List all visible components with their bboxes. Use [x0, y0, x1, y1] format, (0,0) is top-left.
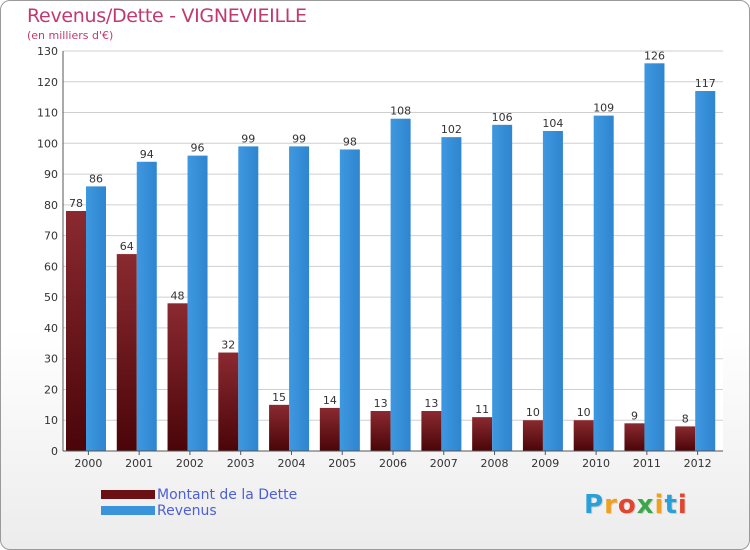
x-tick-label: 2002: [176, 457, 204, 470]
logo-letter: x: [636, 490, 655, 520]
data-label-debt: 9: [631, 409, 638, 422]
data-label-debt: 11: [475, 403, 489, 416]
bar-revenue: [542, 131, 563, 451]
x-tick-label: 2011: [633, 457, 661, 470]
bar-debt: [116, 254, 137, 451]
x-tick-label: 2010: [582, 457, 610, 470]
logo-letter: i: [677, 490, 688, 520]
y-tick-label: 110: [37, 107, 58, 120]
logo-letter: i: [654, 490, 665, 520]
data-label-revenue: 86: [89, 172, 103, 185]
data-label-debt: 10: [526, 406, 540, 419]
y-tick-label: 120: [37, 76, 58, 89]
data-label-debt: 64: [120, 240, 134, 253]
bar-debt: [421, 411, 442, 451]
data-label-revenue: 117: [695, 77, 716, 90]
bar-revenue: [86, 186, 106, 451]
y-tick-label: 20: [44, 383, 58, 396]
legend-label-revenue: Revenus: [157, 503, 217, 519]
chart-subtitle: (en milliers d'€): [27, 29, 114, 42]
bar-debt: [624, 423, 645, 451]
proxiti-logo: Proxiti: [584, 490, 688, 520]
bar-revenue: [644, 63, 665, 452]
y-tick-label: 10: [44, 414, 58, 427]
data-label-debt: 15: [272, 391, 286, 404]
x-tick-label: 2009: [531, 457, 559, 470]
y-tick-label: 50: [44, 291, 58, 304]
logo-letter: t: [664, 490, 678, 520]
y-tick-label: 60: [44, 260, 58, 273]
x-tick-label: 2003: [227, 457, 255, 470]
data-label-debt: 13: [374, 397, 388, 410]
data-label-debt: 14: [323, 394, 337, 407]
data-label-debt: 10: [577, 406, 591, 419]
bar-debt: [167, 303, 188, 451]
data-label-debt: 78: [69, 197, 83, 210]
x-tick-label: 2008: [481, 457, 509, 470]
bar-revenue: [593, 115, 614, 451]
data-label-revenue: 96: [191, 142, 205, 155]
legend-swatch-debt: [101, 490, 155, 499]
bar-debt: [472, 417, 493, 451]
chart-title: Revenus/Dette - VIGNEVIEILLE: [27, 5, 307, 27]
bar-debt: [66, 211, 86, 451]
y-tick-label: 90: [44, 168, 58, 181]
bar-revenue: [187, 155, 208, 451]
data-label-debt: 48: [171, 289, 185, 302]
data-label-debt: 32: [221, 339, 235, 352]
legend-swatch-revenue: [101, 506, 155, 515]
bar-debt: [675, 426, 696, 451]
logo-letter: P: [584, 490, 605, 520]
bar-debt: [522, 420, 543, 451]
x-tick-label: 2000: [74, 457, 102, 470]
data-label-revenue: 98: [343, 135, 357, 148]
logo-letter: o: [617, 490, 637, 520]
y-tick-label: 70: [44, 230, 58, 243]
legend-label-debt: Montant de la Dette: [157, 487, 298, 503]
x-tick-label: 2004: [277, 457, 305, 470]
data-label-revenue: 99: [292, 132, 306, 145]
x-tick-label: 2005: [328, 457, 356, 470]
y-tick-label: 100: [37, 137, 58, 150]
x-tick-label: 2012: [684, 457, 712, 470]
x-tick-label: 2007: [430, 457, 458, 470]
data-label-revenue: 106: [492, 111, 513, 124]
bar-revenue: [695, 91, 716, 451]
y-tick-label: 40: [44, 322, 58, 335]
data-label-revenue: 109: [593, 102, 614, 115]
bar-revenue: [136, 161, 157, 451]
bar-revenue: [441, 137, 462, 451]
data-label-debt: 13: [424, 397, 438, 410]
data-label-revenue: 99: [241, 132, 255, 145]
bar-debt: [319, 407, 340, 451]
logo-letter: r: [604, 490, 618, 520]
bar-debt: [269, 404, 290, 451]
bar-debt: [218, 352, 239, 451]
data-label-revenue: 126: [644, 49, 665, 62]
y-tick-label: 130: [37, 45, 58, 58]
data-label-debt: 8: [682, 412, 689, 425]
data-label-revenue: 108: [390, 105, 411, 118]
y-tick-label: 80: [44, 199, 58, 212]
bar-revenue: [390, 118, 411, 451]
bar-revenue: [238, 146, 259, 451]
bar-revenue: [289, 146, 310, 451]
y-tick-label: 30: [44, 353, 58, 366]
x-tick-label: 2001: [125, 457, 153, 470]
bar-debt: [370, 411, 391, 451]
data-label-revenue: 94: [140, 148, 154, 161]
data-label-revenue: 104: [542, 117, 563, 130]
x-tick-label: 2006: [379, 457, 407, 470]
bar-revenue: [492, 124, 513, 451]
bar-revenue: [339, 149, 360, 451]
data-label-revenue: 102: [441, 123, 462, 136]
bar-debt: [573, 420, 594, 451]
y-tick-label: 0: [51, 445, 58, 458]
